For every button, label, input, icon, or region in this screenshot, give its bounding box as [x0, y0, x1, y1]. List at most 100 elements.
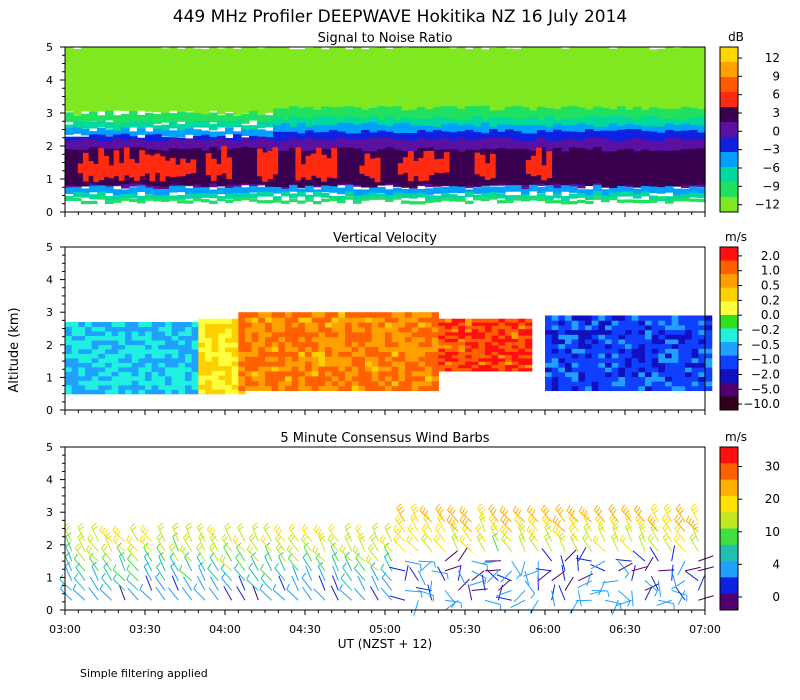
velocity-cell — [611, 376, 619, 382]
velocity-cell — [151, 389, 159, 395]
wind-barb-flag — [529, 507, 533, 514]
y-tick-label: 4 — [46, 74, 53, 87]
wind-barb-flag — [126, 534, 130, 541]
wind-barb — [647, 519, 659, 533]
snr-cell — [625, 118, 634, 130]
snr-cell — [161, 124, 170, 132]
velocity-cell — [298, 312, 306, 318]
velocity-cell — [258, 351, 266, 357]
velocity-cell — [671, 367, 679, 373]
snr-cell — [577, 199, 586, 204]
velocity-cell — [618, 315, 626, 321]
snr-cell — [521, 189, 530, 197]
snr-cell — [65, 124, 74, 132]
wind-barb-flag — [678, 519, 683, 525]
velocity-cell — [511, 344, 519, 349]
velocity-cell — [645, 385, 653, 392]
snr-cell — [105, 200, 114, 205]
velocity-cell — [271, 351, 279, 357]
snr-cell — [289, 49, 298, 116]
velocity-cell — [411, 317, 419, 323]
velocity-cell — [565, 324, 573, 331]
velocity-cell — [611, 371, 619, 377]
velocity-cell — [371, 385, 379, 392]
velocity-cell — [578, 352, 586, 359]
velocity-cell — [178, 366, 186, 372]
velocity-cell — [505, 331, 513, 336]
velocity-cell — [125, 384, 133, 390]
velocity-cell — [365, 361, 373, 367]
snr-peak-cell — [88, 161, 94, 176]
velocity-cell — [678, 357, 686, 363]
velocity-cell — [265, 341, 273, 348]
velocity-cell — [505, 338, 513, 343]
velocity-cell — [645, 348, 653, 354]
velocity-cell — [358, 321, 366, 328]
velocity-cell — [211, 318, 219, 325]
snr-cell — [417, 188, 426, 196]
velocity-cell — [658, 324, 666, 331]
velocity-cell — [211, 370, 219, 376]
snr-peak-cell — [144, 154, 151, 174]
snr-cell — [321, 185, 330, 193]
wind-barb — [73, 578, 86, 591]
wind-barb — [112, 569, 126, 582]
velocity-cell — [245, 370, 253, 377]
snr-cell — [561, 131, 570, 147]
velocity-cell — [98, 353, 106, 359]
snr-cell — [585, 200, 594, 205]
velocity-cell — [485, 348, 493, 352]
velocity-cell — [71, 389, 79, 395]
velocity-cell — [278, 326, 286, 333]
wind-barb-flag — [557, 529, 561, 536]
velocity-cell — [251, 336, 259, 343]
velocity-cell — [525, 318, 533, 323]
velocity-cell — [605, 343, 613, 349]
velocity-cell — [178, 344, 186, 350]
velocity-cell — [318, 326, 326, 333]
wind-barb-flag — [159, 525, 165, 531]
velocity-cell — [371, 326, 379, 333]
wind-barb-flag — [690, 519, 695, 526]
snr-cell — [665, 108, 674, 124]
snr-cell — [489, 129, 498, 144]
snr-cell — [353, 124, 362, 137]
wind-barb — [286, 549, 299, 562]
wind-barb — [579, 511, 592, 523]
velocity-cell — [445, 321, 453, 326]
wind-barb-flag — [675, 503, 681, 509]
velocity-cell — [118, 380, 126, 386]
velocity-cell — [385, 331, 393, 338]
velocity-cell — [198, 389, 206, 395]
wind-barb — [475, 528, 486, 542]
velocity-cell — [91, 389, 99, 395]
velocity-cell — [98, 321, 106, 328]
velocity-cell — [418, 312, 426, 318]
snr-cell — [377, 149, 386, 186]
wind-barb-flag — [344, 522, 350, 528]
wind-barb — [238, 575, 246, 591]
colorbar-swatch — [720, 512, 738, 529]
velocity-cell — [665, 385, 673, 392]
velocity-cell — [591, 320, 599, 326]
velocity-cell — [318, 365, 326, 372]
velocity-cell — [151, 380, 159, 386]
velocity-cell — [391, 326, 399, 333]
snr-cell — [377, 186, 386, 194]
wind-barb-flag — [313, 524, 318, 531]
snr-cell — [209, 131, 218, 139]
velocity-cell — [705, 324, 713, 331]
velocity-cell — [638, 381, 646, 387]
snr-cell — [681, 130, 690, 146]
velocity-cell — [638, 338, 646, 345]
velocity-cell — [465, 354, 473, 359]
snr-peak-cell — [484, 163, 491, 180]
velocity-cell — [571, 376, 579, 382]
velocity-cell — [405, 351, 413, 357]
velocity-cell — [71, 348, 79, 354]
wind-barb-flag — [398, 519, 404, 525]
wind-barb — [497, 579, 511, 591]
snr-peak-cell — [310, 153, 317, 176]
colorbar-unit: dB — [728, 30, 744, 44]
velocity-cell — [378, 356, 386, 362]
